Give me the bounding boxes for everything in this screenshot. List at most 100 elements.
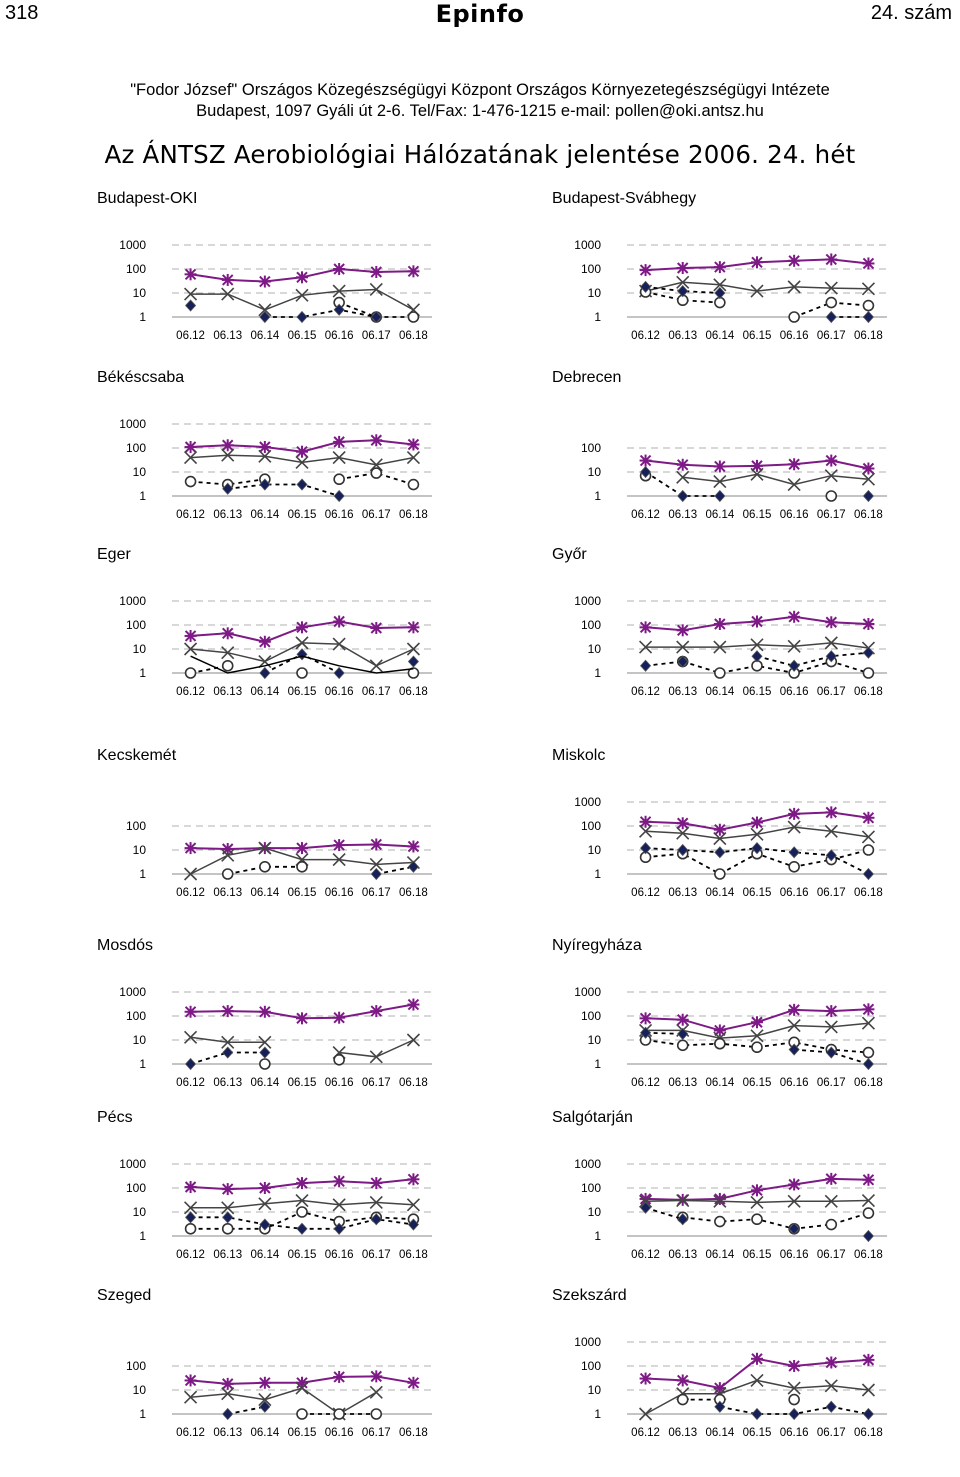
chart-title: Budapest-Svábhegy <box>552 190 697 207</box>
data-point-diamond <box>788 1043 800 1056</box>
series-star <box>184 838 420 856</box>
y-tick-label: 100 <box>126 1009 146 1023</box>
data-point-star <box>221 627 234 640</box>
data-point-x <box>258 1197 272 1211</box>
data-point-star <box>221 273 234 286</box>
y-tick-label: 100 <box>581 1359 601 1373</box>
data-point-x <box>184 867 198 881</box>
data-point-diamond <box>825 650 837 663</box>
chart-title: Győr <box>552 546 587 563</box>
x-tick-label: 06.18 <box>399 1077 428 1089</box>
data-point-star <box>676 262 689 275</box>
x-tick-label: 06.13 <box>213 887 242 899</box>
data-point-diamond <box>259 310 271 324</box>
x-tick-label: 06.16 <box>780 330 809 342</box>
x-tick-label: 06.17 <box>817 686 846 698</box>
data-point-x <box>295 288 309 302</box>
chart-title: Miskolc <box>552 747 606 764</box>
data-point-diamond <box>751 650 763 663</box>
y-tick-label: 1000 <box>119 985 146 999</box>
data-point-x <box>824 1379 838 1393</box>
data-point-x <box>369 659 383 673</box>
x-tick-label: 06.13 <box>213 1077 242 1089</box>
y-tick-label: 1 <box>594 867 601 881</box>
x-tick-label: 06.14 <box>705 509 734 521</box>
data-point-star <box>184 1374 197 1387</box>
data-point-star <box>221 843 234 856</box>
data-point-x <box>639 1194 653 1208</box>
y-tick-label: 1000 <box>119 1157 146 1171</box>
chart-pecs: 1 10 100 1000 06.12 06.13 06.14 06.15 06.16 06.17… <box>119 1157 432 1261</box>
data-point-diamond <box>259 478 271 491</box>
series-diamond <box>185 1046 271 1071</box>
y-tick-label: 10 <box>588 286 602 300</box>
data-point-star <box>639 815 652 828</box>
y-tick-label: 1000 <box>119 417 146 431</box>
chart-panel-mosdos: Mosdós 1 10 100 1000 06.12 06.13 06.14 06.15 06.1… <box>97 937 517 1127</box>
x-tick-label: 06.12 <box>631 1249 660 1261</box>
x-tick-label: 06.12 <box>176 1249 205 1261</box>
data-point-x <box>824 824 838 838</box>
chart-panel-eger: Eger 1 10 100 1000 06.12 06.13 06.14 06.15 06.16 0… <box>97 546 517 736</box>
x-tick-label: 06.16 <box>325 686 354 698</box>
y-tick-label: 1000 <box>574 1335 601 1349</box>
x-tick-label: 06.14 <box>705 686 734 698</box>
x-tick-label: 06.15 <box>743 686 772 698</box>
y-tick-label: 1 <box>594 489 601 503</box>
data-point-x <box>750 467 764 481</box>
data-point-diamond <box>185 1057 197 1071</box>
data-point-diamond <box>640 280 652 293</box>
data-point-circle <box>184 475 197 488</box>
x-tick-label: 06.15 <box>288 887 317 899</box>
series-star <box>184 263 420 288</box>
y-tick-label: 1 <box>139 867 146 881</box>
series-line <box>264 308 377 318</box>
data-point-star <box>676 1013 689 1026</box>
data-point-star <box>407 438 420 451</box>
chart-panel-szekszard: Szekszárd 1 10 100 1000 06.12 06.13 06.14 06.15 0… <box>552 1287 960 1477</box>
data-point-x <box>639 824 653 838</box>
data-point-star <box>221 439 234 452</box>
y-tick-label: 10 <box>588 1205 602 1219</box>
data-point-diamond <box>825 310 837 324</box>
data-point-x <box>861 472 875 486</box>
x-tick-label: 06.13 <box>668 1077 697 1089</box>
data-point-diamond <box>825 1400 837 1413</box>
data-point-diamond <box>640 659 652 672</box>
data-point-star <box>713 261 726 274</box>
data-point-star <box>221 1183 234 1196</box>
data-point-x <box>676 826 690 840</box>
data-point-x <box>787 1018 801 1033</box>
chart-nyiregyhaza: 1 10 100 1000 06.12 06.13 06.14 06.15 06.16 06.17… <box>574 985 887 1089</box>
data-point-circle <box>333 1053 345 1066</box>
data-point-diamond <box>222 1211 234 1224</box>
y-tick-label: 10 <box>588 642 602 656</box>
data-point-x <box>184 1390 198 1404</box>
series-diamond <box>185 1211 419 1235</box>
data-point-x <box>406 450 420 465</box>
data-point-star <box>184 1181 197 1194</box>
data-point-circle <box>221 1222 234 1235</box>
x-tick-label: 06.15 <box>288 1249 317 1261</box>
x-tick-label: 06.16 <box>325 1077 354 1089</box>
y-tick-label: 100 <box>126 1181 146 1195</box>
x-tick-label: 06.17 <box>362 1427 391 1439</box>
data-point-star <box>713 460 726 473</box>
y-tick-label: 100 <box>581 262 601 276</box>
y-tick-label: 1000 <box>574 795 601 809</box>
data-point-star <box>258 275 271 288</box>
x-tick-label: 06.12 <box>631 1427 660 1439</box>
data-point-diamond <box>222 1407 234 1421</box>
data-point-x <box>750 1195 764 1210</box>
data-point-circle <box>862 844 875 856</box>
chart-miskolc: 1 10 100 1000 06.12 06.13 06.14 06.15 06.16 06.17… <box>574 795 887 899</box>
x-tick-label: 06.17 <box>817 509 846 521</box>
data-point-x <box>861 1016 875 1030</box>
series-star <box>184 1173 420 1196</box>
data-point-x <box>824 281 838 295</box>
series-diamond <box>640 646 874 672</box>
x-tick-label: 06.13 <box>668 1249 697 1261</box>
data-point-star <box>825 454 838 467</box>
data-point-circle <box>296 860 308 873</box>
x-tick-label: 06.14 <box>705 1077 734 1089</box>
